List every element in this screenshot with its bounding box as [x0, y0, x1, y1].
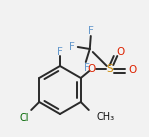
- Text: O: O: [117, 47, 125, 57]
- Text: F: F: [69, 42, 75, 52]
- Text: O: O: [129, 65, 137, 75]
- Text: S: S: [107, 64, 113, 74]
- Text: F: F: [84, 63, 90, 73]
- Text: F: F: [88, 26, 94, 36]
- Text: O: O: [88, 64, 96, 74]
- Text: CH₃: CH₃: [97, 112, 115, 122]
- Text: F: F: [57, 47, 63, 57]
- Text: Cl: Cl: [20, 113, 29, 123]
